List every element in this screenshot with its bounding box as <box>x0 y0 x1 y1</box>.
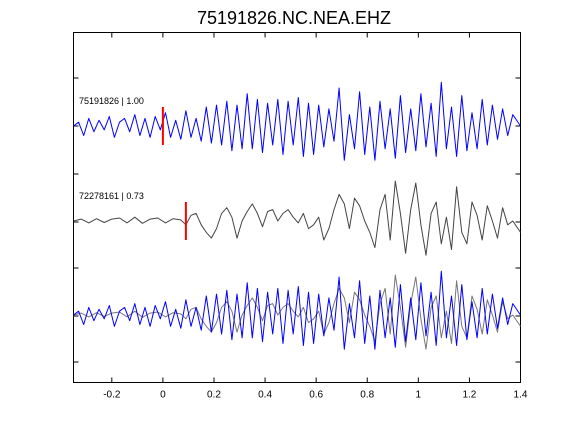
x-tick-label: 1 <box>416 390 422 401</box>
trace-1-label: 75191826 | 1.00 <box>79 96 144 106</box>
trace-2-label: 72278161 | 0.73 <box>79 191 144 201</box>
x-tick-label: 0.2 <box>207 390 221 401</box>
trace-1-line <box>73 81 521 161</box>
x-tick-label: 0.4 <box>258 390 272 401</box>
x-tick-label: 0.6 <box>309 390 323 401</box>
overlay-trace-1-line <box>73 270 521 350</box>
traces <box>73 81 521 350</box>
x-axis: -0.2 0 0.2 0.4 0.6 0.8 1 1.2 1.4 <box>103 32 528 401</box>
x-tick-label: -0.2 <box>103 390 121 401</box>
x-tick-label: 0 <box>160 390 166 401</box>
y-ticks <box>73 77 521 363</box>
trace-2-line <box>73 180 521 256</box>
x-tick-label: 1.4 <box>514 390 528 401</box>
trace-labels: 75191826 | 1.00 72278161 | 0.73 <box>79 96 144 201</box>
x-tick-label: 1.2 <box>462 390 476 401</box>
chart-title: 75191826.NC.NEA.EHZ <box>197 8 391 28</box>
x-tick-label: 0.8 <box>360 390 374 401</box>
plot-frame <box>73 32 521 383</box>
overlay-trace-2-line <box>73 274 521 350</box>
